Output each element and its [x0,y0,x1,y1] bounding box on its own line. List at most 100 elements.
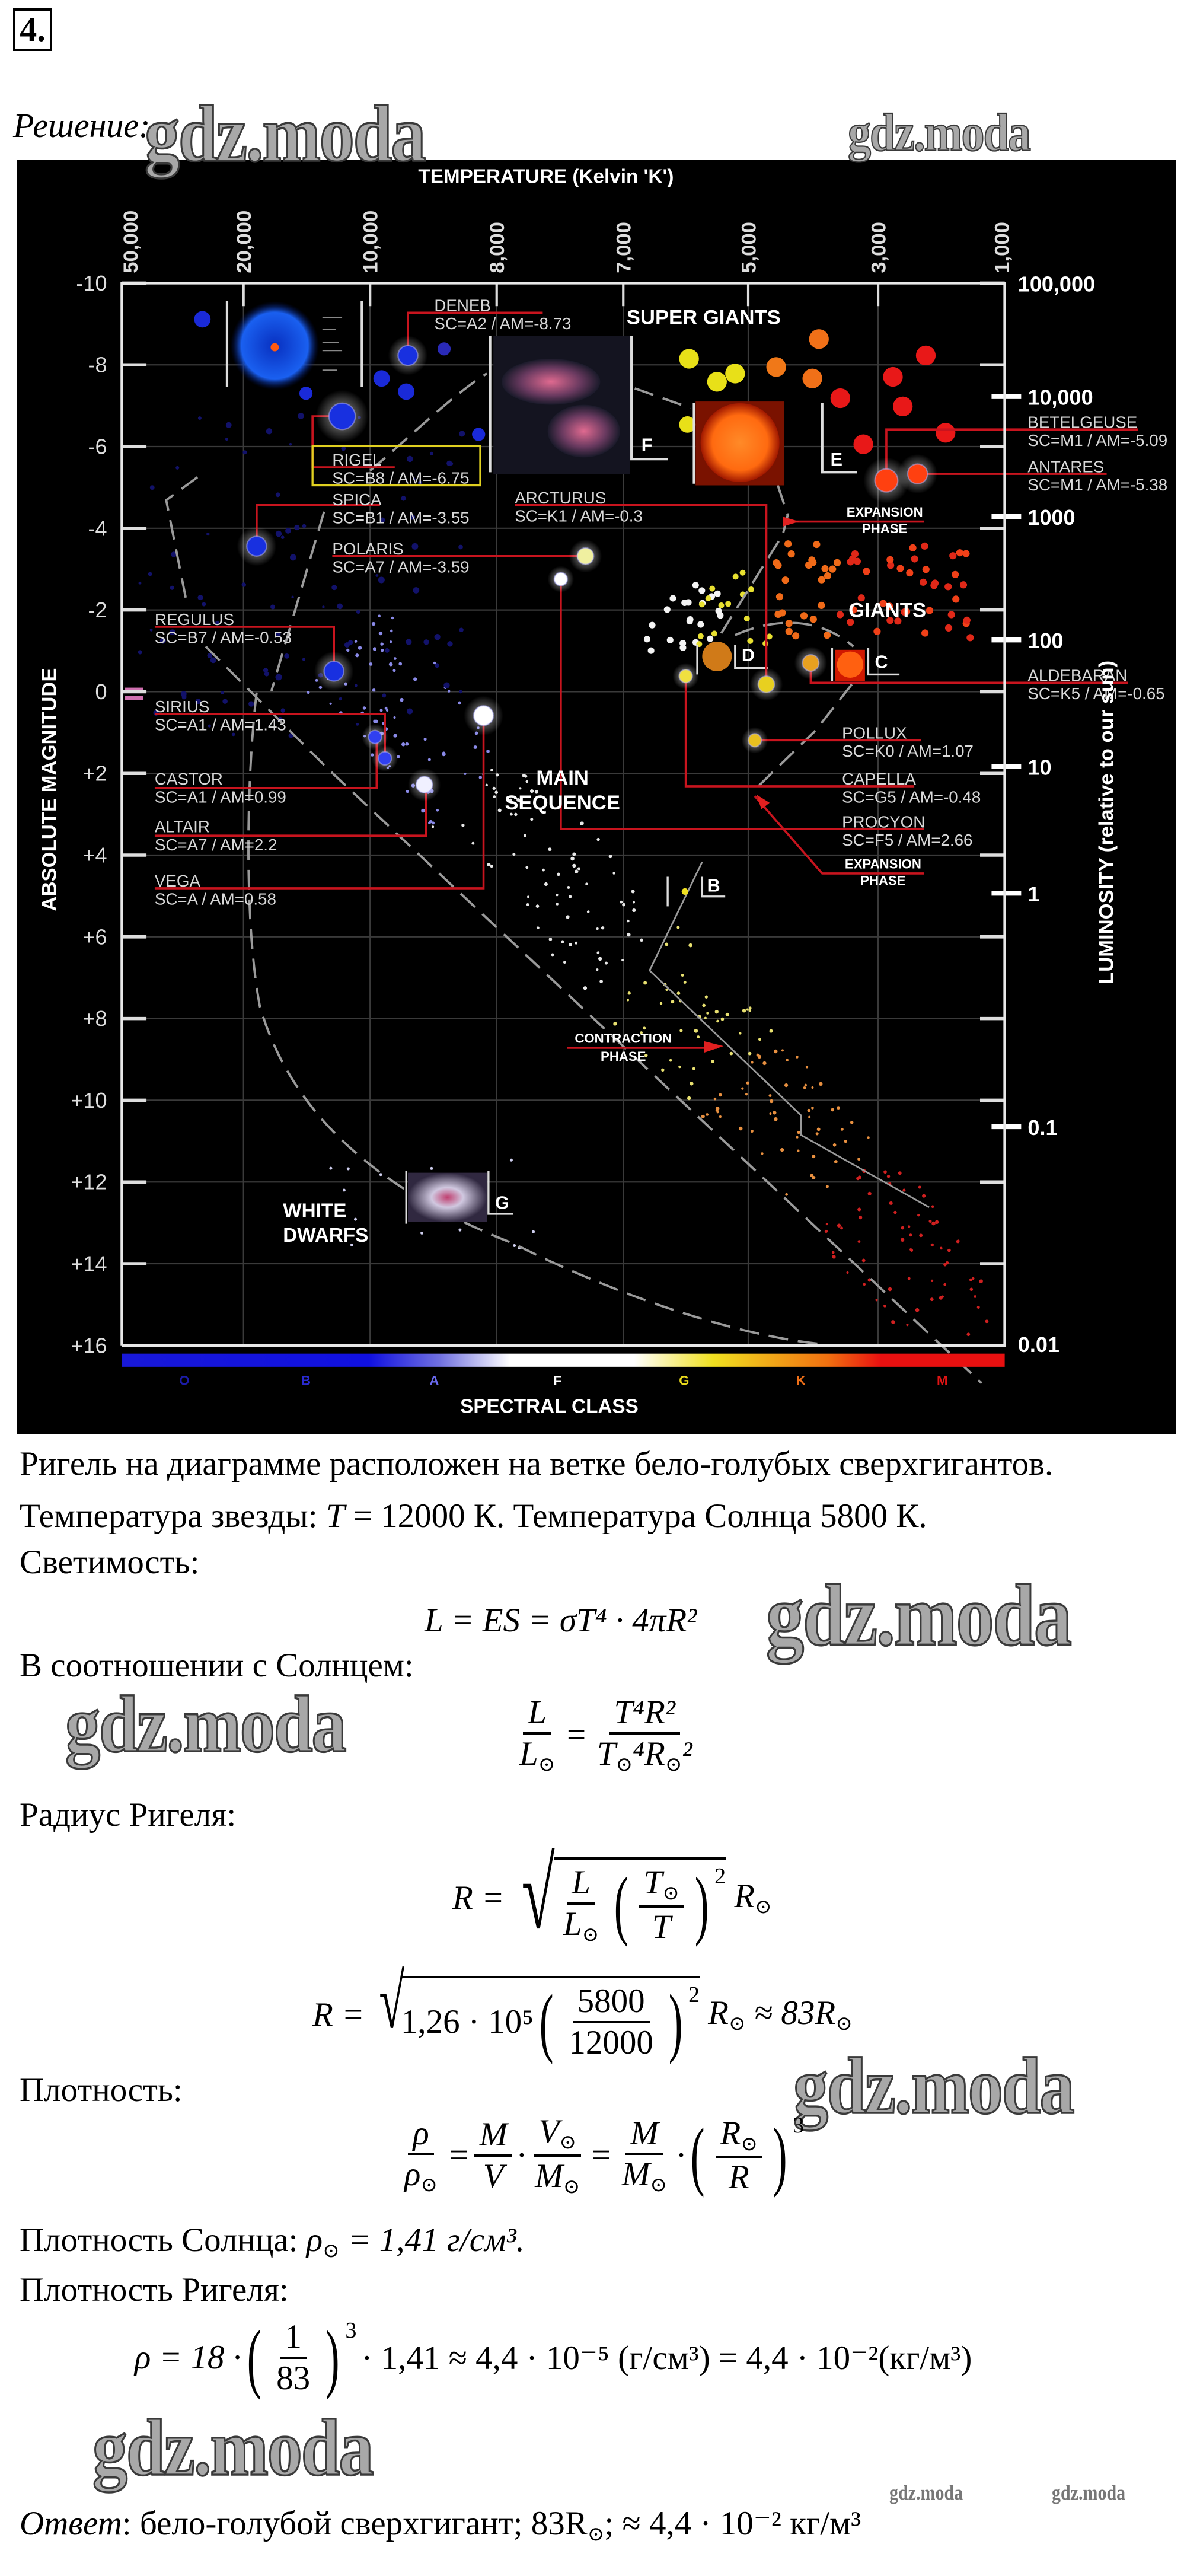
vega-info-label: SC=A / AM=0.58 [155,890,276,908]
temperature-tick-label: 7,000 [613,222,636,273]
main-sequence-star-dot [381,648,384,652]
main-sequence-star-dot [577,867,580,871]
giant-star-dot-red [863,568,870,575]
answer-text: : бело-голубой сверхгигант; 83R⊙; ≈ 4,4 … [122,2505,861,2546]
main-sequence-star-dot [742,1009,746,1013]
giant-star-dot-yellow [711,630,717,637]
giant-star-dot-yellow [698,601,705,608]
regulus-name-label: REGULUS [155,610,234,629]
main-sequence-star-dot [519,787,522,790]
temperature-tick-label: 10,000 [360,211,382,273]
deneb-name-label: DENEB [434,297,491,315]
faint-blue-star-dot [275,492,280,498]
faint-blue-star-dot [284,653,289,659]
marker-e: E [831,449,842,470]
numerator: ρ [408,2114,434,2156]
polaris-name-label: POLARIS [332,540,403,558]
main-sequence-star-dot [421,808,425,813]
faint-blue-star-dot [270,604,276,610]
main-sequence-star-dot [506,796,509,799]
temperature-tick-label: 20,000 [233,211,256,273]
spica-name-label: SPICA [332,490,382,509]
spectral-class-g: G [679,1373,689,1388]
radicand: L L⊙ (T⊙ T) 2 [553,1857,726,1946]
main-sequence-star-dot [934,1220,939,1224]
main-sequence-star-dot [738,1126,743,1131]
zero-magnitude-marker [125,687,143,700]
main-sequence-star-dot [922,1194,926,1198]
faint-blue-star-dot [447,641,453,647]
antares-star [907,463,928,484]
main-sequence-star-dot [633,901,635,904]
main-sequence-star-dot [601,926,605,930]
main-sequence-star-dot [861,1258,866,1263]
main-sequence-star-dot [575,941,578,945]
giant-star-dot-yellow [709,585,716,592]
main-sequence-star-dot [819,1082,823,1086]
main-sequence-star-dot [797,1131,800,1134]
faint-blue-star-dot [322,605,325,608]
main-sequence-star-dot [585,882,588,885]
left-paren: ( [247,2314,261,2400]
faint-blue-star-dot [215,620,219,625]
problem-number: 4. [13,8,52,51]
main-sequence-star-dot [943,1283,947,1286]
giant-star-dot-yellow [725,601,732,607]
spica-star [246,535,267,557]
main-sequence-star-dot [867,1136,870,1139]
faint-blue-star-dot [291,595,294,599]
faint-blue-star-dot [337,603,343,610]
main-sequence-star-dot [514,812,518,817]
marker-b: B [707,875,720,895]
rigel-location-text: Ригель на диаграмме расположен на ветке … [20,1445,1054,1483]
main-sequence-star-dot [719,1093,722,1097]
luminosity-tick-label: 10,000 [1027,385,1093,410]
main-sequence-star-dot [939,1246,943,1250]
faint-blue-star-dot [276,632,281,637]
main-sequence-star-dot [915,1308,920,1312]
main-sequence-star-dot [525,866,529,869]
giant-star-dot-white [663,606,671,613]
connector-capella [684,676,915,788]
supergiant-star-dot [766,357,786,377]
main-sequence-star-dot [598,957,602,961]
magnitude-tick-label: -10 [76,271,107,295]
giant-star-dot-white [697,621,704,628]
main-sequence-star-dot [398,662,403,666]
supergiant-star-dot [853,434,873,454]
main-sequence-star-dot [704,995,708,999]
giant-star-dot-red [911,555,918,563]
faint-blue-star-dot [379,517,385,523]
spectral-color-bar [122,1353,1005,1367]
faint-blue-star-dot [195,699,201,704]
main-sequence-star-dot [891,1320,895,1324]
faint-blue-star-dot [169,629,175,636]
main-sequence-star-dot [371,621,376,626]
giant-star-dot-red [800,612,808,620]
faint-blue-star-dot [241,582,246,587]
main-sequence-star-dot [575,869,579,873]
faint-blue-star-dot [446,460,452,467]
main-sequence-star-dot [458,701,461,705]
temperature-text-a: Температура звезды: [20,1497,326,1535]
main-sequence-star-dot [831,1108,835,1112]
supergiant-star-dot [398,383,415,400]
main-sequence-star-dot [570,856,575,861]
giant-star-dot-red [781,576,789,584]
main-sequence-star-dot [714,1009,719,1014]
giant-star-dot-red [785,627,793,635]
connector-altair [154,785,427,837]
giant-star-dot-yellow [739,569,746,576]
main-sequence-star-dot [490,865,493,868]
main-sequence-star-dot [856,1177,860,1181]
watermark: gdz.moda [91,2402,374,2494]
white-dwarf-dot [513,1244,516,1247]
luminosity-tick-label: 1000 [1027,505,1075,530]
main-sequence-star-dot [390,640,392,643]
main-sequence-star-dot [548,938,553,941]
fraction: T⁴R² T⊙⁴R⊙² [592,1693,697,1776]
giant-star-dot-yellow [748,586,754,593]
white-dwarf-dot [458,1228,462,1232]
